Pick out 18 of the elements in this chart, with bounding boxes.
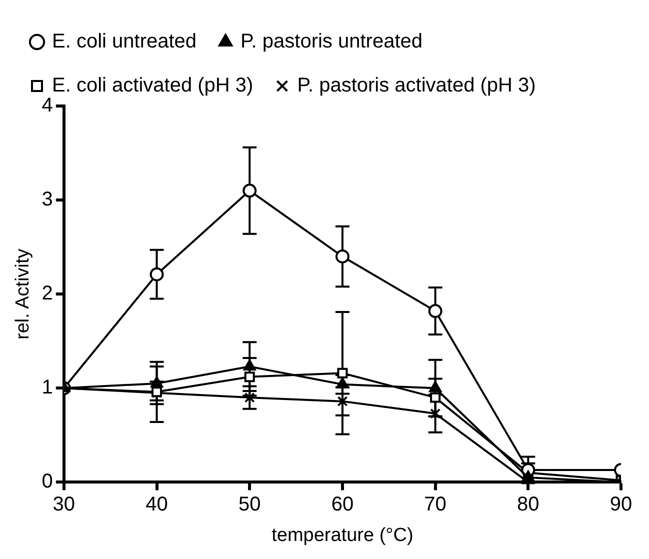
y-axis-title: rel. Activity — [12, 248, 34, 340]
x-tick-label: 50 — [238, 494, 261, 516]
legend-label: P. pastoris untreated — [240, 30, 423, 53]
x-tick-label: 60 — [331, 494, 354, 516]
x-tick-label: 40 — [146, 494, 168, 516]
x-tick-label: 80 — [517, 494, 540, 516]
x-tick-label: 70 — [424, 494, 446, 516]
x-tick-label: 90 — [610, 494, 632, 516]
y-tick-label: 1 — [42, 376, 53, 399]
x-axis-title: temperature (°C) — [272, 524, 414, 546]
y-tick-label: 3 — [42, 188, 53, 211]
y-tick-label: 0 — [42, 470, 53, 493]
y-tick-label: 4 — [42, 94, 53, 117]
legend-label: E. coli activated (pH 3) — [52, 74, 254, 97]
legend-label: P. pastoris activated (pH 3) — [297, 74, 536, 97]
y-tick-label: 2 — [42, 282, 53, 305]
x-tick-label: 30 — [52, 494, 76, 516]
legend-label: E. coli untreated — [52, 30, 197, 53]
